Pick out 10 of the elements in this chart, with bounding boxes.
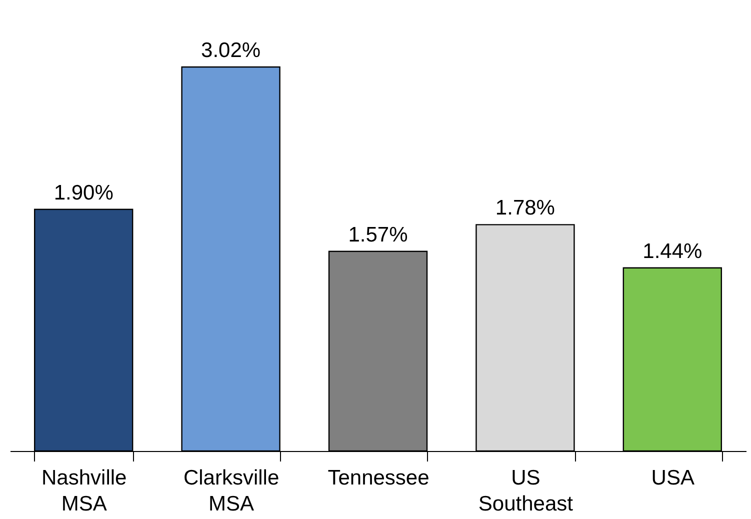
data-label: 1.44%	[642, 240, 702, 263]
x-tick-label: Nashville MSA	[42, 466, 127, 516]
data-label: 1.78%	[495, 196, 555, 220]
x-tick-label: Clarksville MSA	[183, 466, 280, 516]
x-tick-label: Tennessee	[328, 466, 430, 490]
x-tick-label: US Southeast	[478, 466, 574, 516]
data-label: 1.90%	[54, 181, 114, 204]
data-label: 3.02%	[201, 39, 261, 62]
x-tick-label: USA	[651, 466, 694, 490]
data-label: 1.57%	[348, 223, 408, 246]
